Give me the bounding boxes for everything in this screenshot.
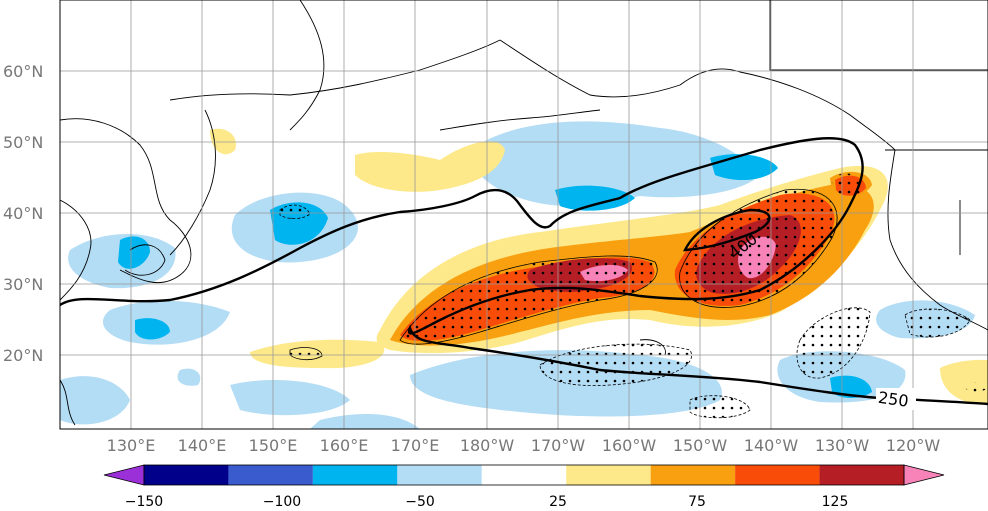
lat-label-20n: 20°N bbox=[3, 346, 43, 365]
contour-label-250: 250 bbox=[877, 388, 910, 411]
lon-label-140w: 140°W bbox=[744, 436, 799, 455]
colorbar-extend-low bbox=[103, 464, 145, 486]
contour-400 bbox=[682, 208, 771, 252]
lat-label-60n: 60°N bbox=[3, 62, 43, 81]
colorbar-segment bbox=[312, 465, 398, 485]
colorbar-extend-high bbox=[903, 464, 945, 486]
lon-label-160e: 160°E bbox=[320, 436, 369, 455]
colorbar-segment bbox=[481, 465, 567, 485]
colorbar-segment bbox=[819, 465, 904, 485]
lon-label-170w: 170°W bbox=[531, 436, 586, 455]
latitude-labels: 60°N 50°N 40°N 30°N 20°N bbox=[3, 62, 43, 365]
lon-label-140e: 140°E bbox=[178, 436, 227, 455]
lon-label-130w: 130°W bbox=[815, 436, 870, 455]
colorbar-tick-neg100: −100 bbox=[263, 494, 301, 510]
colorbar-segment bbox=[650, 465, 736, 485]
map-frame: 400 250 bbox=[60, 0, 988, 429]
colorbar-tick-labels: −150 −100 −50 25 75 125 bbox=[125, 494, 849, 510]
lon-label-160w: 160°W bbox=[602, 436, 657, 455]
coastlines bbox=[60, 0, 988, 426]
lat-label-50n: 50°N bbox=[3, 133, 43, 152]
colorbar-segment bbox=[397, 465, 482, 485]
colorbar-tick-neg150: −150 bbox=[125, 494, 163, 510]
lon-label-150e: 150°E bbox=[249, 436, 298, 455]
positive-outlines bbox=[289, 188, 838, 361]
lat-label-30n: 30°N bbox=[3, 275, 43, 294]
map-border bbox=[59, 0, 988, 430]
colorbar-tick-125: 125 bbox=[822, 494, 849, 510]
negative-anomaly-strong bbox=[118, 154, 872, 398]
lon-label-150w: 150°W bbox=[673, 436, 728, 455]
colorbar: −150 −100 −50 25 75 125 bbox=[103, 464, 945, 510]
colorbar-tick-25: 25 bbox=[549, 494, 567, 510]
significance-stippling bbox=[280, 173, 988, 418]
colorbar-segment bbox=[228, 465, 313, 485]
colorbar-segment bbox=[566, 465, 651, 485]
lat-label-40n: 40°N bbox=[3, 204, 43, 223]
colorbar-border bbox=[143, 464, 905, 486]
colorbar-segment bbox=[735, 465, 820, 485]
colorbar-segment bbox=[144, 465, 229, 485]
lon-label-130e: 130°E bbox=[107, 436, 156, 455]
longitude-labels: 130°E 140°E 150°E 160°E 170°E 180°W 170°… bbox=[107, 436, 941, 455]
graticule bbox=[60, 0, 988, 429]
lon-label-170e: 170°E bbox=[391, 436, 440, 455]
significance-outlines bbox=[279, 204, 971, 419]
colorbar-segments bbox=[103, 464, 945, 486]
colorbar-tick-neg50: −50 bbox=[405, 494, 435, 510]
colorbar-tick-75: 75 bbox=[688, 494, 706, 510]
lon-label-120w: 120°W bbox=[886, 436, 941, 455]
contour-250 bbox=[60, 137, 988, 406]
jet-contours bbox=[60, 137, 988, 406]
lon-label-180w: 180°W bbox=[460, 436, 515, 455]
